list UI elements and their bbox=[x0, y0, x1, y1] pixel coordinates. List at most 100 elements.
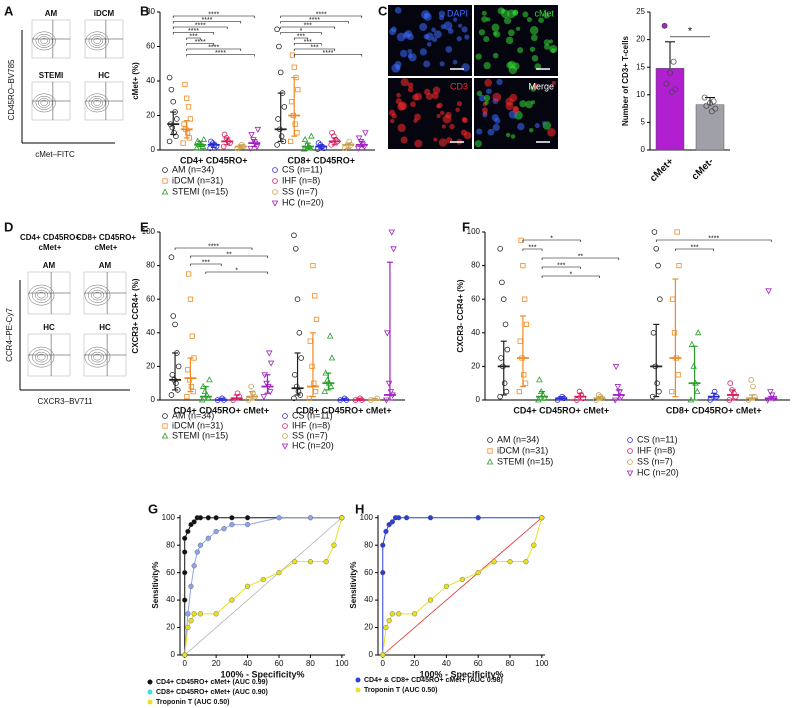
point bbox=[404, 515, 410, 521]
point bbox=[201, 387, 209, 395]
legend-marker bbox=[486, 458, 494, 465]
point bbox=[663, 80, 670, 87]
legend-label: STEMI (n=15) bbox=[172, 186, 228, 196]
cell bbox=[453, 17, 458, 22]
cell bbox=[399, 49, 408, 58]
point bbox=[169, 124, 176, 131]
bracket bbox=[186, 48, 242, 51]
point bbox=[294, 130, 300, 136]
cell bbox=[423, 60, 431, 68]
point bbox=[171, 129, 177, 136]
legend-marker bbox=[162, 413, 168, 419]
point bbox=[354, 145, 362, 152]
legend-label: iDCM (n=31) bbox=[172, 420, 223, 430]
point bbox=[676, 262, 682, 269]
point bbox=[339, 515, 345, 521]
contour bbox=[87, 287, 107, 303]
point bbox=[411, 611, 418, 617]
bracket bbox=[541, 275, 600, 278]
contour bbox=[84, 284, 111, 306]
bracket bbox=[293, 37, 309, 40]
point bbox=[536, 376, 543, 383]
point bbox=[614, 384, 622, 391]
y-tick-label: 40 bbox=[166, 595, 175, 604]
cell bbox=[407, 82, 414, 89]
cell bbox=[483, 36, 490, 43]
point bbox=[197, 542, 204, 548]
point bbox=[184, 394, 190, 400]
cell bbox=[507, 9, 516, 19]
y-axis-label: Sensitivity% bbox=[349, 561, 358, 608]
cell bbox=[476, 90, 483, 97]
bracket bbox=[190, 255, 268, 258]
point bbox=[248, 132, 255, 139]
cell bbox=[423, 88, 431, 96]
y-tick-label: 40 bbox=[146, 328, 155, 337]
cell bbox=[464, 34, 470, 40]
point bbox=[188, 383, 194, 390]
legend-marker bbox=[627, 448, 633, 454]
point bbox=[703, 102, 710, 109]
point bbox=[310, 262, 316, 269]
point bbox=[380, 570, 386, 576]
point bbox=[229, 515, 235, 521]
point bbox=[380, 542, 386, 548]
point bbox=[168, 86, 175, 93]
legend-label: HC (n=20) bbox=[282, 197, 324, 207]
point bbox=[328, 354, 336, 361]
significance: *** bbox=[304, 39, 312, 46]
cell bbox=[396, 92, 401, 98]
contour bbox=[90, 351, 104, 363]
cell bbox=[461, 63, 470, 72]
legend-marker bbox=[161, 432, 169, 439]
point bbox=[355, 135, 363, 142]
point bbox=[191, 611, 197, 617]
panel-letter: H bbox=[355, 501, 364, 516]
contour bbox=[93, 291, 102, 299]
point bbox=[276, 570, 282, 576]
flow-label: AM bbox=[45, 9, 58, 18]
y-tick-label: 80 bbox=[146, 7, 155, 16]
cell bbox=[433, 137, 438, 142]
point bbox=[244, 522, 251, 528]
point bbox=[229, 597, 235, 603]
legend-marker bbox=[272, 189, 278, 195]
cell bbox=[505, 102, 514, 111]
significance: **** bbox=[323, 50, 334, 57]
cell bbox=[449, 123, 455, 130]
legend-label: CD4+ CD45RO+ cMet+ (AUC 0.99) bbox=[156, 679, 268, 686]
legend-marker bbox=[627, 459, 633, 465]
cell bbox=[543, 12, 550, 19]
cell bbox=[529, 46, 536, 52]
contour bbox=[90, 289, 104, 301]
point bbox=[275, 116, 281, 122]
legend-marker bbox=[147, 689, 153, 695]
cell bbox=[476, 128, 483, 135]
image-label: Merge bbox=[528, 81, 554, 91]
cell bbox=[508, 29, 515, 37]
y-tick-label: 100 bbox=[467, 227, 481, 236]
point bbox=[497, 246, 503, 252]
significance: **** bbox=[708, 235, 719, 242]
point bbox=[387, 389, 395, 396]
bracket bbox=[186, 43, 215, 46]
cell bbox=[503, 16, 512, 25]
point bbox=[427, 597, 434, 603]
cell bbox=[455, 107, 460, 113]
panel-letter: G bbox=[148, 501, 158, 516]
y-tick-label: 40 bbox=[471, 328, 480, 337]
significance: **** bbox=[202, 17, 213, 24]
legend-marker bbox=[147, 699, 153, 705]
contour bbox=[32, 31, 56, 51]
cell bbox=[547, 127, 556, 137]
cell bbox=[517, 47, 524, 54]
point bbox=[500, 296, 507, 303]
legend-label: AM (n=34) bbox=[172, 410, 214, 420]
cell bbox=[492, 52, 499, 59]
cell bbox=[530, 34, 538, 42]
point bbox=[329, 129, 335, 136]
significance: ** bbox=[226, 251, 232, 258]
bracket bbox=[522, 248, 543, 251]
point bbox=[327, 382, 335, 389]
